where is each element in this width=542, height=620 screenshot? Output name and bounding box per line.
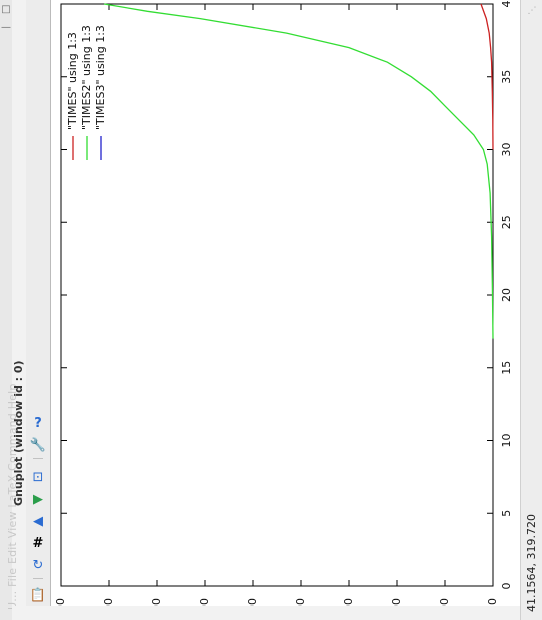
window-title: Gnuplot (window id : 0) [12, 360, 25, 506]
x-tick-label: 5 [500, 510, 513, 517]
legend-label-3: "TIMES3" using 1:3 [94, 25, 107, 130]
toolbar-separator [33, 458, 43, 459]
status-bar: 41.1564, 319.720 ⋰ [520, 0, 542, 620]
minimize-button[interactable]: — [1, 22, 11, 33]
clipboard-icon[interactable]: 📋 [29, 587, 47, 603]
wrench-icon[interactable]: 🔧 [29, 437, 47, 453]
autoscale-icon[interactable]: ⊡ [32, 469, 44, 485]
toolbar-separator [33, 578, 43, 579]
help-icon[interactable]: ? [34, 415, 42, 431]
y-tick-label: 800 [102, 598, 115, 606]
plot-frame [60, 3, 494, 587]
y-tick-label: 0 [486, 598, 499, 605]
x-tick-label: 30 [500, 143, 513, 157]
legend-label-2: "TIMES2" using 1:3 [80, 25, 93, 130]
y-tick-label: 600 [198, 598, 211, 606]
window-bottom-edge [12, 606, 520, 620]
x-tick-label: 4 [500, 1, 513, 8]
zoom-forward-icon[interactable]: ▶ [33, 491, 43, 507]
x-tick-label: 20 [500, 288, 513, 302]
y-tick-label: 900 [54, 598, 67, 606]
plot-svg: 0510152025303540100200300400500600700800… [54, 1, 513, 607]
y-tick-label: 400 [294, 598, 307, 606]
y-tick-label: 300 [342, 598, 355, 606]
maximize-button[interactable]: □ [1, 4, 11, 15]
y-tick-label: 100 [438, 598, 451, 606]
series-line-1 [480, 3, 494, 150]
x-tick-label: 25 [500, 215, 513, 229]
resize-grip-icon[interactable]: ⋰ [527, 6, 537, 16]
x-tick-label: 0 [500, 583, 513, 590]
x-tick-label: 15 [500, 361, 513, 375]
replot-icon[interactable]: ↻ [32, 557, 44, 573]
y-tick-label: 200 [390, 598, 403, 606]
y-tick-label: 700 [150, 598, 163, 606]
cursor-coordinates: 41.1564, 319.720 [525, 514, 538, 612]
zoom-back-icon[interactable]: ◀ [33, 513, 43, 529]
series-line-2 [104, 3, 494, 339]
window-edge: U... File Edit View LaTeX Command Help □… [0, 0, 19, 620]
legend-label-1: "TIMES" using 1:3 [66, 32, 79, 130]
x-tick-label: 10 [500, 434, 513, 448]
grid-icon[interactable]: # [32, 535, 44, 551]
x-tick-label: 35 [500, 70, 513, 84]
toolbar: 📋 ↻ # ◀ ▶ ⊡ 🔧 ? [26, 0, 51, 606]
y-tick-label: 500 [246, 598, 259, 606]
plot-canvas[interactable]: 0510152025303540100200300400500600700800… [50, 0, 521, 607]
